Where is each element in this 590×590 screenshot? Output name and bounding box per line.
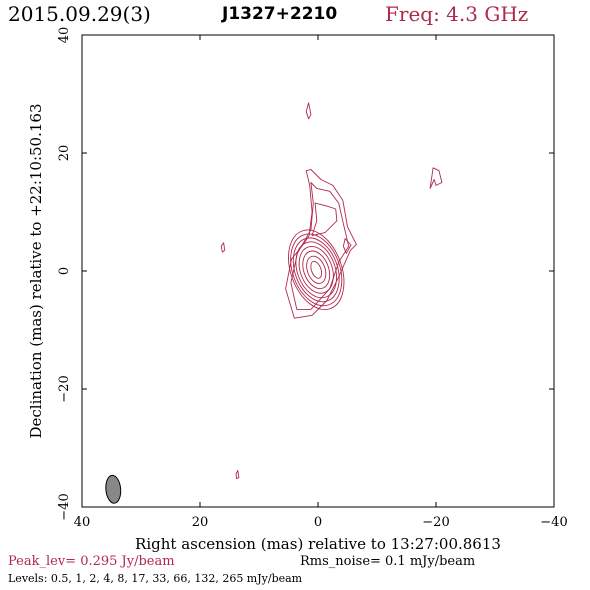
core-contour: [302, 250, 331, 290]
x-tick-label: −20: [422, 515, 449, 530]
beam-layer: [105, 474, 122, 504]
core-contour: [295, 241, 337, 299]
jet-contour: [311, 202, 338, 237]
x-tick-label: 40: [74, 515, 91, 530]
axis-ticks: 40 20 0 −20 −40 −40 −20 0 20 40: [57, 27, 568, 530]
x-tick-label: 0: [314, 515, 322, 530]
y-axis-label: Declination (mas) relative to +22:10:50.…: [27, 103, 45, 438]
source-name: J1327+2210: [222, 4, 338, 24]
y-tick-label: −40: [57, 493, 72, 520]
rms-noise: Rms_noise= 0.1 mJy/beam: [300, 554, 476, 569]
peak-level: Peak_lev= 0.295 Jy/beam: [8, 554, 175, 569]
y-tick-label: 40: [57, 27, 72, 44]
plot-frame: [81, 34, 555, 508]
core-contour: [290, 233, 343, 307]
y-tick-label: 20: [57, 145, 72, 162]
core-contour: [292, 237, 340, 303]
core-contour: [310, 260, 323, 279]
beam-ellipse: [105, 474, 122, 504]
island-contour: [429, 167, 443, 189]
y-tick-label: 0: [57, 267, 72, 275]
contour-levels: Levels: 0.5, 1, 2, 4, 8, 17, 33, 66, 132…: [8, 572, 303, 585]
x-axis-label: Right ascension (mas) relative to 13:27:…: [135, 535, 501, 553]
core-contour: [306, 255, 327, 284]
y-tick-label: −20: [57, 375, 72, 402]
epoch-date: 2015.09.29(3): [8, 2, 151, 26]
contour-layer: [220, 102, 443, 480]
island-contour: [235, 469, 240, 480]
core-contour: [298, 245, 334, 294]
x-tick-label: 20: [192, 515, 209, 530]
x-tick-label: −40: [540, 515, 567, 530]
island-contour: [220, 242, 226, 253]
jet-contour: [342, 238, 352, 254]
frequency-label: Freq: 4.3 GHz: [385, 2, 529, 26]
island-contour: [305, 102, 312, 120]
jet-contour: [290, 182, 350, 310]
core-contour: [288, 229, 345, 311]
jet-contour: [285, 169, 357, 319]
